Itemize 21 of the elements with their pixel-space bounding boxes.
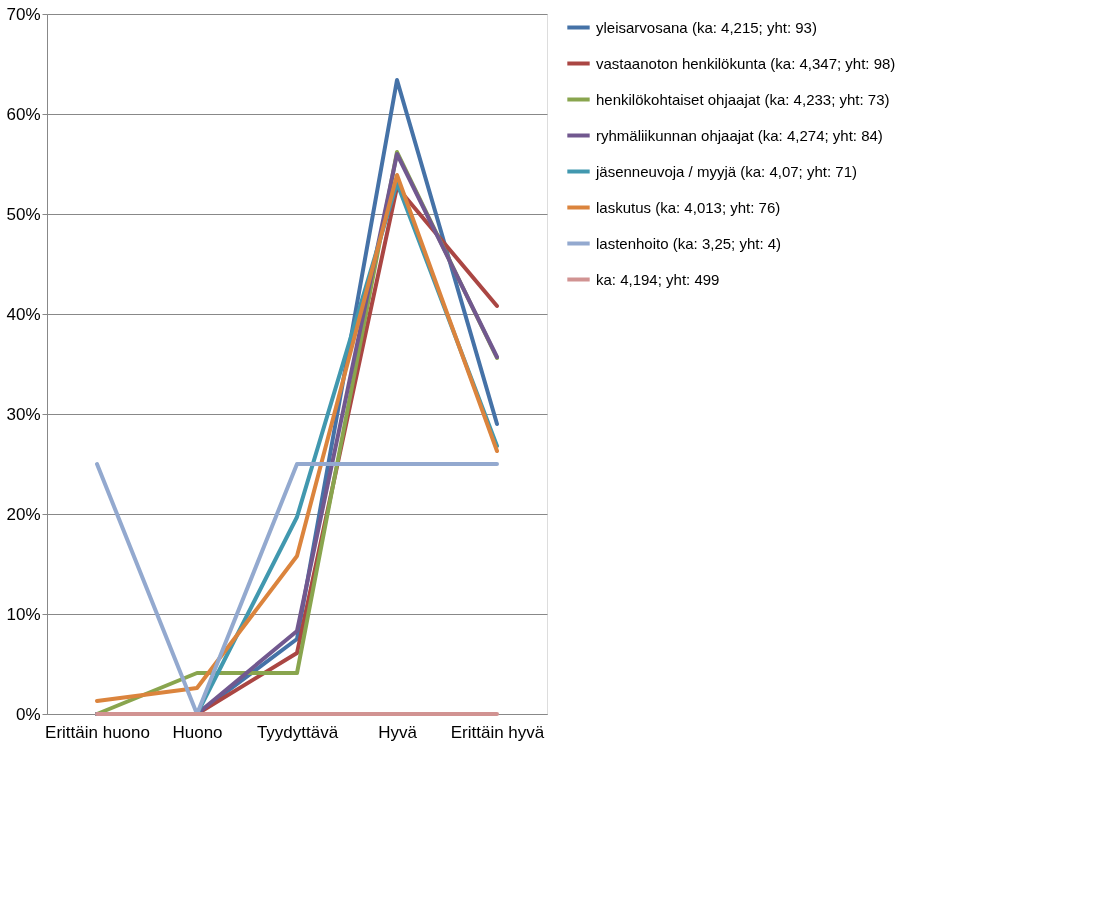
x-tick-label: Hyvä: [378, 722, 418, 742]
y-tick-label: 20%: [6, 504, 41, 524]
x-tick-label: Erittäin hyvä: [450, 722, 545, 742]
y-tick-label: 60%: [6, 104, 41, 124]
legend-label: lastenhoito (ka: 3,25; yht: 4): [596, 234, 782, 252]
x-tick-label: Erittäin huono: [45, 722, 150, 742]
legend-label: ryhmäliikunnan ohjaajat (ka: 4,274; yht: 84): [596, 126, 883, 144]
y-tick-label: 30%: [6, 404, 41, 424]
legend-label: henkilökohtaiset ohjaajat (ka: 4,233; yht: 73): [596, 90, 890, 108]
y-tick-label: 50%: [6, 204, 41, 224]
legend-label: ka: 4,194; yht: 499: [596, 270, 720, 288]
legend-label: vastaanoton henkilökunta (ka: 4,347; yht: 98): [596, 54, 896, 72]
x-tick-label: Tyydyttävä: [256, 722, 339, 742]
legend-label: yleisarvosana (ka: 4,215; yht: 93): [596, 18, 817, 36]
y-tick-label: 0%: [15, 704, 41, 724]
y-tick-label: 40%: [6, 304, 41, 324]
legend-label: laskutus (ka: 4,013; yht: 76): [596, 198, 781, 216]
y-tick-label: 10%: [6, 604, 41, 624]
legend-label: jäsenneuvoja / myyjä (ka: 4,07; yht: 71): [595, 162, 857, 180]
x-tick-label: Huono: [172, 722, 223, 742]
y-tick-label: 70%: [6, 4, 41, 24]
